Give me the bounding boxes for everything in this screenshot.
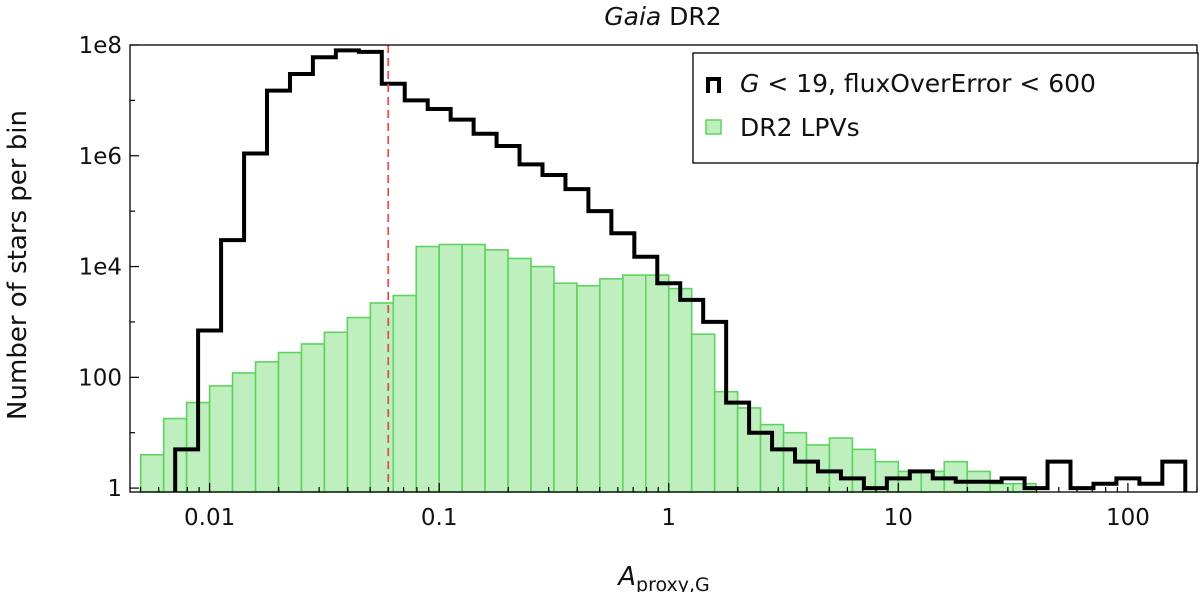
y-tick-label: 1e6 — [79, 144, 122, 170]
x-axis-label-main: A — [616, 562, 636, 592]
x-tick-label: 10 — [884, 505, 913, 531]
chart-title-rest: DR2 — [661, 2, 721, 31]
lpv-bar — [989, 482, 1014, 493]
chart-title: Gaia DR2 — [604, 2, 721, 31]
all-stars-step-line — [173, 48, 1188, 492]
lpv-bar — [484, 249, 509, 493]
y-tick-label: 1e4 — [79, 255, 122, 281]
x-axis-label: Aproxy,G — [616, 562, 710, 592]
x-tick-label: 100 — [1106, 505, 1150, 531]
y-tick-label: 100 — [78, 365, 122, 391]
legend-box — [692, 52, 1199, 164]
lpv-bar — [438, 243, 463, 493]
lpv-bar — [277, 351, 303, 493]
lpv-bar — [139, 453, 165, 493]
lpv-bar — [231, 372, 257, 493]
lpv-bar — [553, 282, 578, 493]
x-axis-label-sub: proxy,G — [636, 574, 710, 592]
lpv-bar — [622, 274, 647, 493]
lpv-bar — [392, 294, 418, 493]
lpv-bar — [507, 257, 532, 493]
lpv-bars-layer — [139, 243, 1037, 493]
plot-frame — [129, 44, 1198, 493]
y-tick-label: 1 — [107, 476, 122, 502]
legend-entry-all-stars-italic: G — [740, 69, 759, 98]
lpv-bar — [254, 361, 280, 493]
lpv-bar — [208, 385, 234, 493]
lpv-bar — [667, 287, 693, 493]
legend-step-swatch — [706, 77, 721, 93]
lpv-bar — [415, 245, 440, 493]
chart-title-italic: Gaia — [604, 2, 661, 31]
y-axis-ticks: 1 100 1e4 1e6 1e8 — [78, 33, 139, 502]
lpv-bar — [530, 265, 555, 493]
lpv-bar — [690, 333, 716, 493]
x-axis-ticks: 0.01 0.1 1 10 100 — [139, 483, 1198, 531]
x-tick-label: 0.01 — [184, 505, 235, 531]
lpv-bar — [576, 284, 601, 493]
x-tick-label: 1 — [661, 505, 676, 531]
lpv-bar — [461, 243, 486, 493]
lpv-bar — [369, 302, 395, 493]
legend-bar-swatch — [705, 119, 722, 135]
lpv-bar — [713, 390, 739, 493]
lpv-bar — [828, 437, 854, 493]
lpv-bar — [644, 274, 670, 493]
legend: G < 19, fluxOverError < 600 DR2 LPVs — [692, 52, 1199, 164]
y-axis-label: Number of stars per bin — [3, 110, 33, 420]
lpv-bar — [300, 343, 326, 493]
legend-entry-lpvs: DR2 LPVs — [740, 113, 860, 142]
x-tick-label: 0.1 — [421, 505, 458, 531]
lpv-bar — [346, 316, 372, 493]
legend-entry-all-stars-rest: < 19, fluxOverError < 600 — [759, 69, 1096, 98]
legend-entry-all-stars: G < 19, fluxOverError < 600 — [740, 69, 1096, 98]
y-tick-label: 1e8 — [79, 33, 122, 59]
lpv-bar — [323, 331, 349, 493]
lpv-bar — [599, 278, 624, 493]
plot-area: 0.01 0.1 1 10 100 1 100 1e4 1e6 1e8 — [78, 33, 1198, 531]
